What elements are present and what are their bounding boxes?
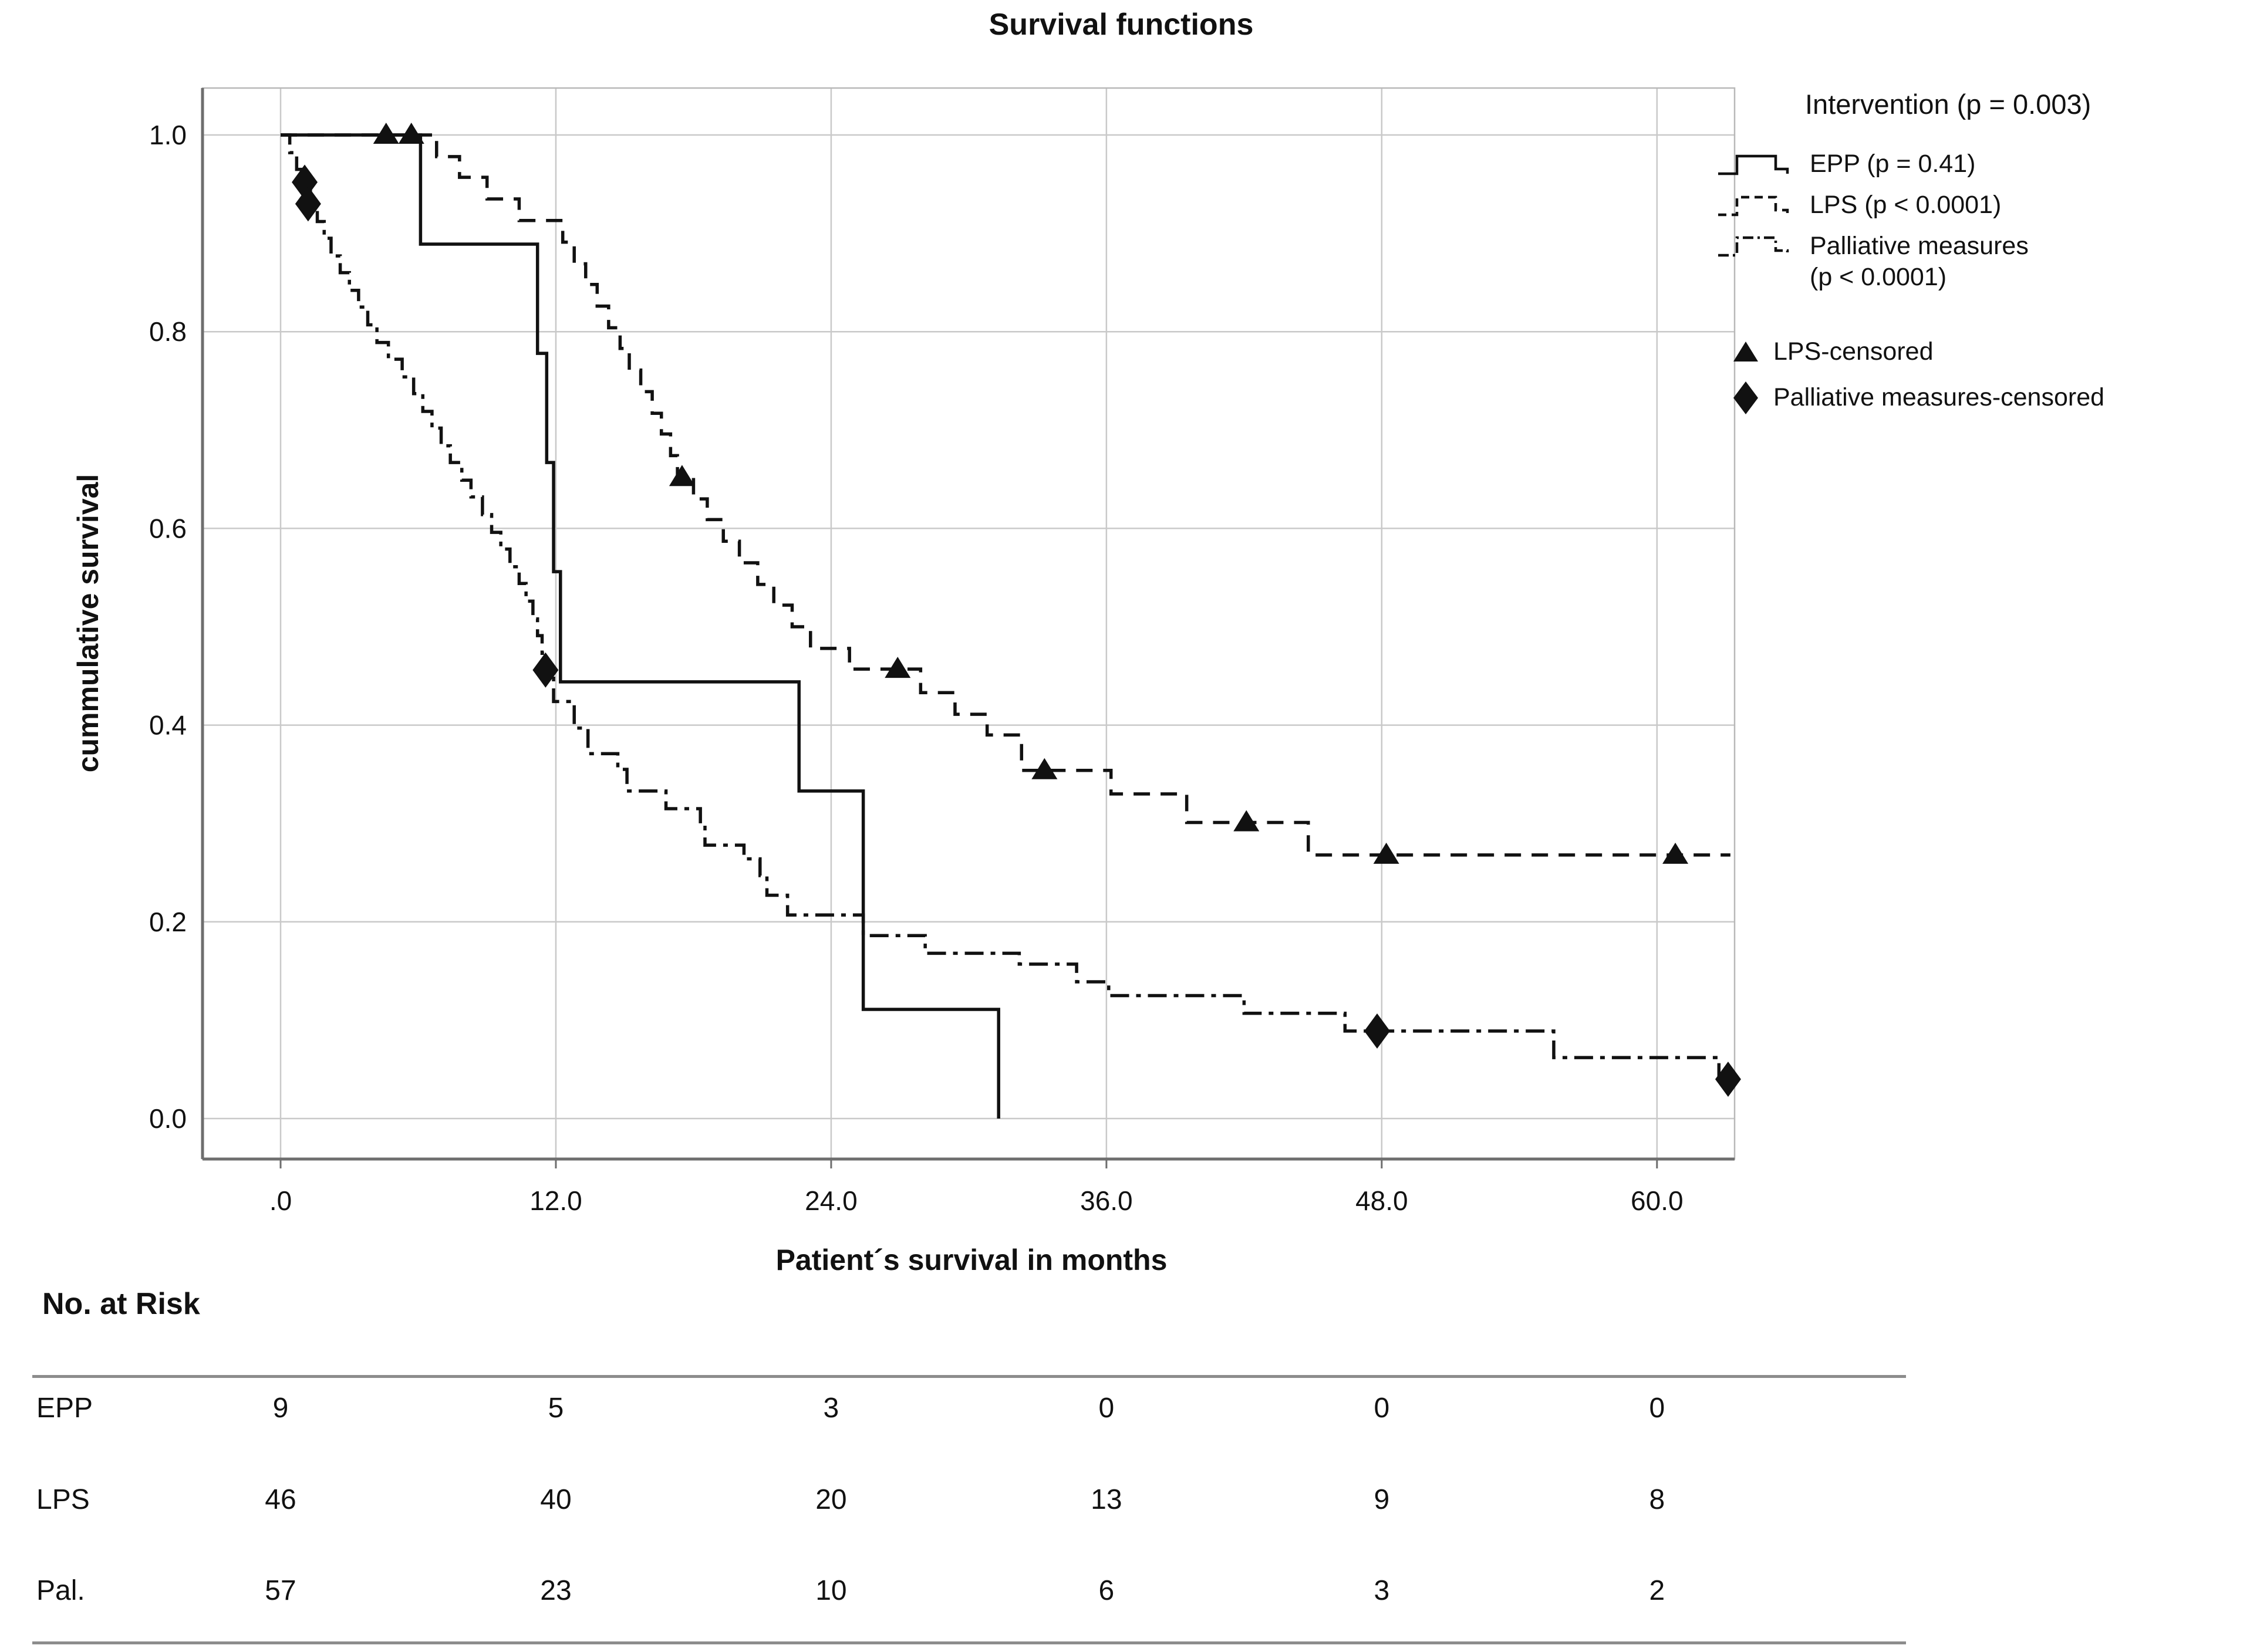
x-tick-label: 36.0	[1080, 1185, 1133, 1216]
km-plot-area: .0 12.0 24.0 36.0 48.0 60.0 0.0 0.2 0.4 0.6 0.8 1.0	[149, 87, 1741, 1216]
risk-cell: 57	[265, 1575, 296, 1606]
legend-palliative-line2: (p < 0.0001)	[1810, 263, 1947, 292]
censor-marker-triangle	[885, 657, 911, 678]
y-tick-label: 0.6	[149, 513, 187, 543]
x-tick-label: .0	[269, 1185, 292, 1216]
legend-item-label: LPS-censored	[1773, 337, 1934, 366]
y-tick-label: 0.2	[149, 907, 187, 937]
triangle-marker-icon	[1733, 342, 1758, 362]
legend-palliative-line1: Palliative measures	[1810, 231, 2029, 260]
chart-title: Survival functions	[989, 8, 1254, 42]
y-tick-label: 1.0	[149, 120, 187, 150]
legend-item-lps: LPS (p < 0.0001)	[1717, 190, 2263, 221]
legend-censored-group: LPS-censored Palliative measures-censore…	[1717, 335, 2263, 415]
censor-marker-triangle	[669, 465, 695, 487]
y-tick-label: 0.0	[149, 1103, 187, 1134]
epp-line-sample-icon	[1718, 154, 1789, 175]
y-tick-label: 0.4	[149, 710, 187, 741]
risk-cell: 20	[815, 1484, 847, 1515]
risk-table-row: EPP 9 5 3 0 0 0	[0, 1392, 2267, 1427]
censor-marker-diamond	[1364, 1013, 1391, 1049]
risk-cell: 13	[1091, 1484, 1122, 1515]
censor-marker-triangle	[1031, 758, 1058, 779]
risk-cell: 46	[265, 1484, 296, 1515]
risk-cell: 9	[272, 1393, 289, 1424]
censor-marker-diamond	[1715, 1061, 1741, 1097]
risk-cell: 0	[1649, 1393, 1665, 1424]
x-tick-label: 12.0	[529, 1185, 582, 1216]
legend: Intervention (p = 0.003) EPP (p = 0.41) …	[1717, 88, 2263, 426]
risk-table-heading: No. at Risk	[42, 1287, 200, 1321]
legend-item-lps-censored: LPS-censored	[1717, 335, 2263, 370]
risk-cell: 10	[815, 1575, 847, 1606]
x-tick-label: 60.0	[1631, 1185, 1684, 1216]
plot-frame	[201, 87, 1736, 1160]
censor-marker-diamond	[295, 186, 321, 222]
legend-item-label: LPS (p < 0.0001)	[1810, 190, 2002, 219]
x-tick-label: 24.0	[805, 1185, 858, 1216]
censor-marker-triangle	[398, 123, 424, 144]
censor-marker-triangle	[373, 123, 399, 144]
risk-table-row: LPS 46 40 20 13 9 8	[0, 1484, 2267, 1519]
km-curve-dashdot	[281, 133, 1733, 1081]
risk-cell: 8	[1649, 1484, 1665, 1515]
risk-cell: 3	[823, 1393, 839, 1424]
legend-item-palliative-censored: Palliative measures-censored	[1717, 380, 2263, 415]
legend-title: Intervention (p = 0.003)	[1805, 89, 2091, 120]
legend-item-epp: EPP (p = 0.41)	[1717, 148, 2263, 180]
risk-cell: 3	[1374, 1575, 1390, 1606]
palliative-line-sample-icon	[1718, 236, 1789, 256]
risk-row-label: EPP	[36, 1393, 93, 1424]
censor-marker-triangle	[1373, 842, 1399, 864]
legend-item-label: EPP (p = 0.41)	[1810, 150, 1976, 178]
censor-marker-triangle	[1662, 842, 1689, 864]
y-axis-title: cummulative survival	[72, 474, 104, 773]
legend-item-label: Palliative measures (p < 0.0001)	[1810, 231, 2029, 294]
risk-row-label: LPS	[36, 1484, 90, 1515]
legend-item-label: Palliative measures-censored	[1773, 383, 2105, 412]
risk-cell: 0	[1374, 1393, 1390, 1424]
lps-line-sample-icon	[1718, 195, 1789, 216]
legend-item-palliative: Palliative measures (p < 0.0001)	[1717, 231, 2263, 294]
risk-cell: 9	[1374, 1484, 1390, 1515]
km-curve-solid	[281, 133, 1000, 1119]
censor-marker-triangle	[1233, 810, 1260, 832]
risk-table-bottom-rule	[32, 1641, 1906, 1644]
risk-cell: 6	[1098, 1575, 1115, 1606]
y-tick-label: 0.8	[149, 316, 187, 347]
risk-cell: 40	[540, 1484, 572, 1515]
risk-cell: 23	[540, 1575, 572, 1606]
censor-marker-diamond	[532, 652, 559, 688]
risk-table-top-rule	[32, 1375, 1906, 1378]
x-tick-label: 48.0	[1355, 1185, 1408, 1216]
diamond-marker-icon	[1733, 381, 1758, 414]
risk-cell: 2	[1649, 1575, 1665, 1606]
risk-row-label: Pal.	[36, 1575, 85, 1606]
x-axis-title: Patient´s survival in months	[775, 1244, 1168, 1276]
risk-cell: 0	[1098, 1393, 1115, 1424]
risk-cell: 5	[548, 1393, 564, 1424]
risk-table-row: Pal. 57 23 10 6 3 2	[0, 1575, 2267, 1610]
